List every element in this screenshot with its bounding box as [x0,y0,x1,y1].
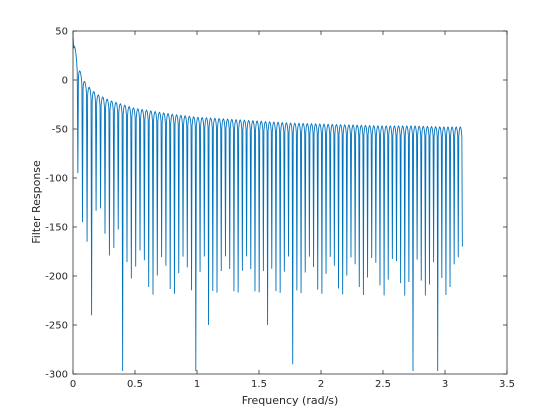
x-tick-label: 3.5 [499,379,515,390]
y-tick-label: -100 [45,174,68,185]
x-tick-label: 0.5 [127,379,143,390]
y-tick-label: -300 [45,370,68,381]
x-tick-label: 1 [194,379,200,390]
y-tick-label: -200 [45,272,68,283]
x-tick-label: 0 [70,379,76,390]
plot-area [73,31,507,374]
y-tick-label: -150 [45,223,68,234]
filter-response-line [72,35,463,372]
y-tick-label: -250 [45,321,68,332]
x-tick-label: 2 [318,379,324,390]
x-tick-label: 1.5 [251,379,267,390]
y-axis-label: Filter Response [30,160,43,244]
axes-box [72,30,508,375]
x-axis-label: Frequency (rad/s) [242,394,339,407]
plot-lines-group [72,35,463,372]
x-tick-label: 3 [442,379,448,390]
y-tick-label: 50 [55,27,68,38]
x-tick-label: 2.5 [375,379,391,390]
y-tick-label: 0 [62,76,68,87]
x-axis-ticks: 0 0.5 1 1.5 2 2.5 3 3.5 [70,31,515,390]
y-tick-label: -50 [52,125,68,136]
y-axis-ticks: -300 -250 -200 -150 -100 -50 0 50 [45,27,507,381]
